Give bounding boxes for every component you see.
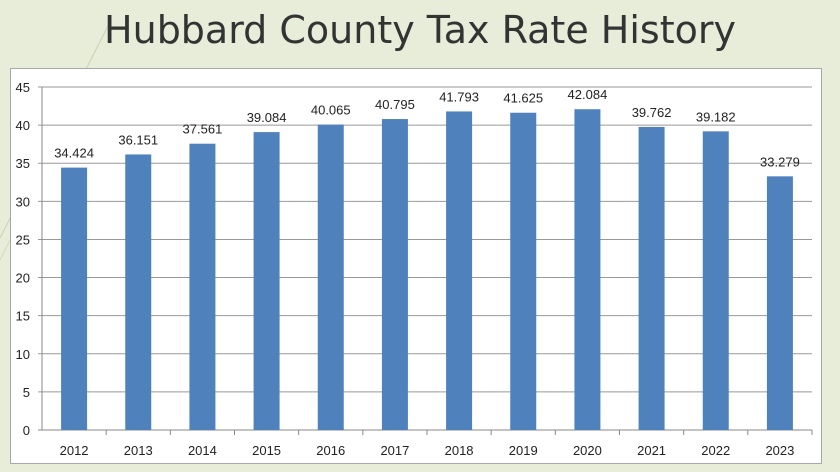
bar-2016 (317, 124, 344, 430)
data-label-2013: 36.151 (118, 132, 158, 147)
data-label-2020: 42.084 (568, 87, 608, 102)
data-label-2021: 39.762 (632, 105, 672, 120)
bar-2019 (510, 112, 537, 430)
x-tick-label: 2016 (316, 443, 345, 458)
bar-2017 (381, 119, 408, 430)
x-tick-label: 2020 (573, 443, 602, 458)
y-tick-label: 35 (16, 156, 30, 171)
data-label-2017: 40.795 (375, 97, 415, 112)
bar-2020 (574, 109, 601, 431)
y-tick-label: 25 (16, 232, 30, 247)
bar-2022 (702, 131, 729, 431)
x-tick-label: 2015 (252, 443, 281, 458)
x-tick-label: 2023 (765, 443, 794, 458)
bar-2021 (638, 126, 665, 430)
bar-2014 (189, 143, 216, 430)
data-label-2018: 41.793 (439, 89, 479, 104)
y-tick-label: 5 (23, 385, 30, 400)
bar-2023 (766, 176, 793, 430)
chart-title: Hubbard County Tax Rate History (104, 8, 736, 52)
x-tick-label: 2021 (637, 443, 666, 458)
bar-2015 (253, 132, 280, 430)
bar-chart: 0 5 10 15 20 25 30 35 40 45 34.424 2012 36.151 2013 37… (16, 80, 813, 458)
data-label-2022: 39.182 (696, 109, 736, 124)
bar-2018 (446, 111, 473, 431)
x-tick-label: 2012 (60, 443, 89, 458)
x-tick-label: 2019 (509, 443, 538, 458)
bar-2012 (61, 167, 88, 431)
y-tick-label: 10 (16, 347, 30, 362)
x-tick-label: 2022 (701, 443, 730, 458)
data-label-2012: 34.424 (54, 146, 94, 161)
x-tick-label: 2018 (445, 443, 474, 458)
data-label-2014: 37.561 (183, 122, 223, 137)
data-label-2023: 33.279 (760, 154, 800, 169)
x-tick-label: 2017 (380, 443, 409, 458)
y-tick-label: 45 (16, 80, 30, 95)
data-label-2019: 41.625 (503, 91, 543, 106)
bar-2013 (125, 154, 152, 430)
y-tick-label: 30 (16, 194, 30, 209)
data-label-2016: 40.065 (311, 103, 351, 118)
data-label-2015: 39.084 (247, 110, 287, 125)
y-tick-label: 15 (16, 309, 30, 324)
y-tick-label: 20 (16, 271, 30, 286)
y-tick-label: 0 (23, 423, 30, 438)
x-tick-label: 2014 (188, 443, 217, 458)
x-tick-label: 2013 (124, 443, 153, 458)
y-tick-label: 40 (16, 118, 30, 133)
